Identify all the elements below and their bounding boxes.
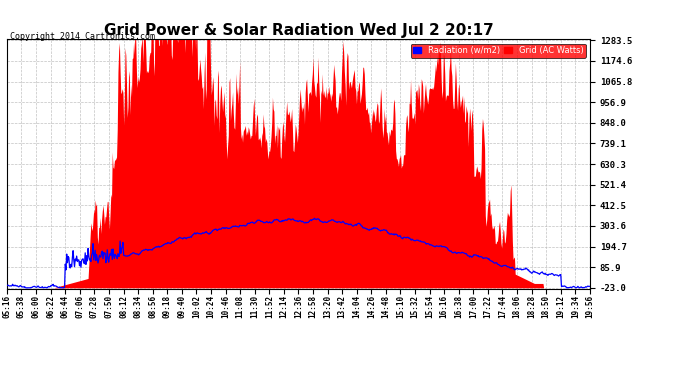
Title: Grid Power & Solar Radiation Wed Jul 2 20:17: Grid Power & Solar Radiation Wed Jul 2 2… [104,23,493,38]
Text: Copyright 2014 Cartronics.com: Copyright 2014 Cartronics.com [10,32,155,41]
Legend: Radiation (w/m2), Grid (AC Watts): Radiation (w/m2), Grid (AC Watts) [411,44,586,57]
